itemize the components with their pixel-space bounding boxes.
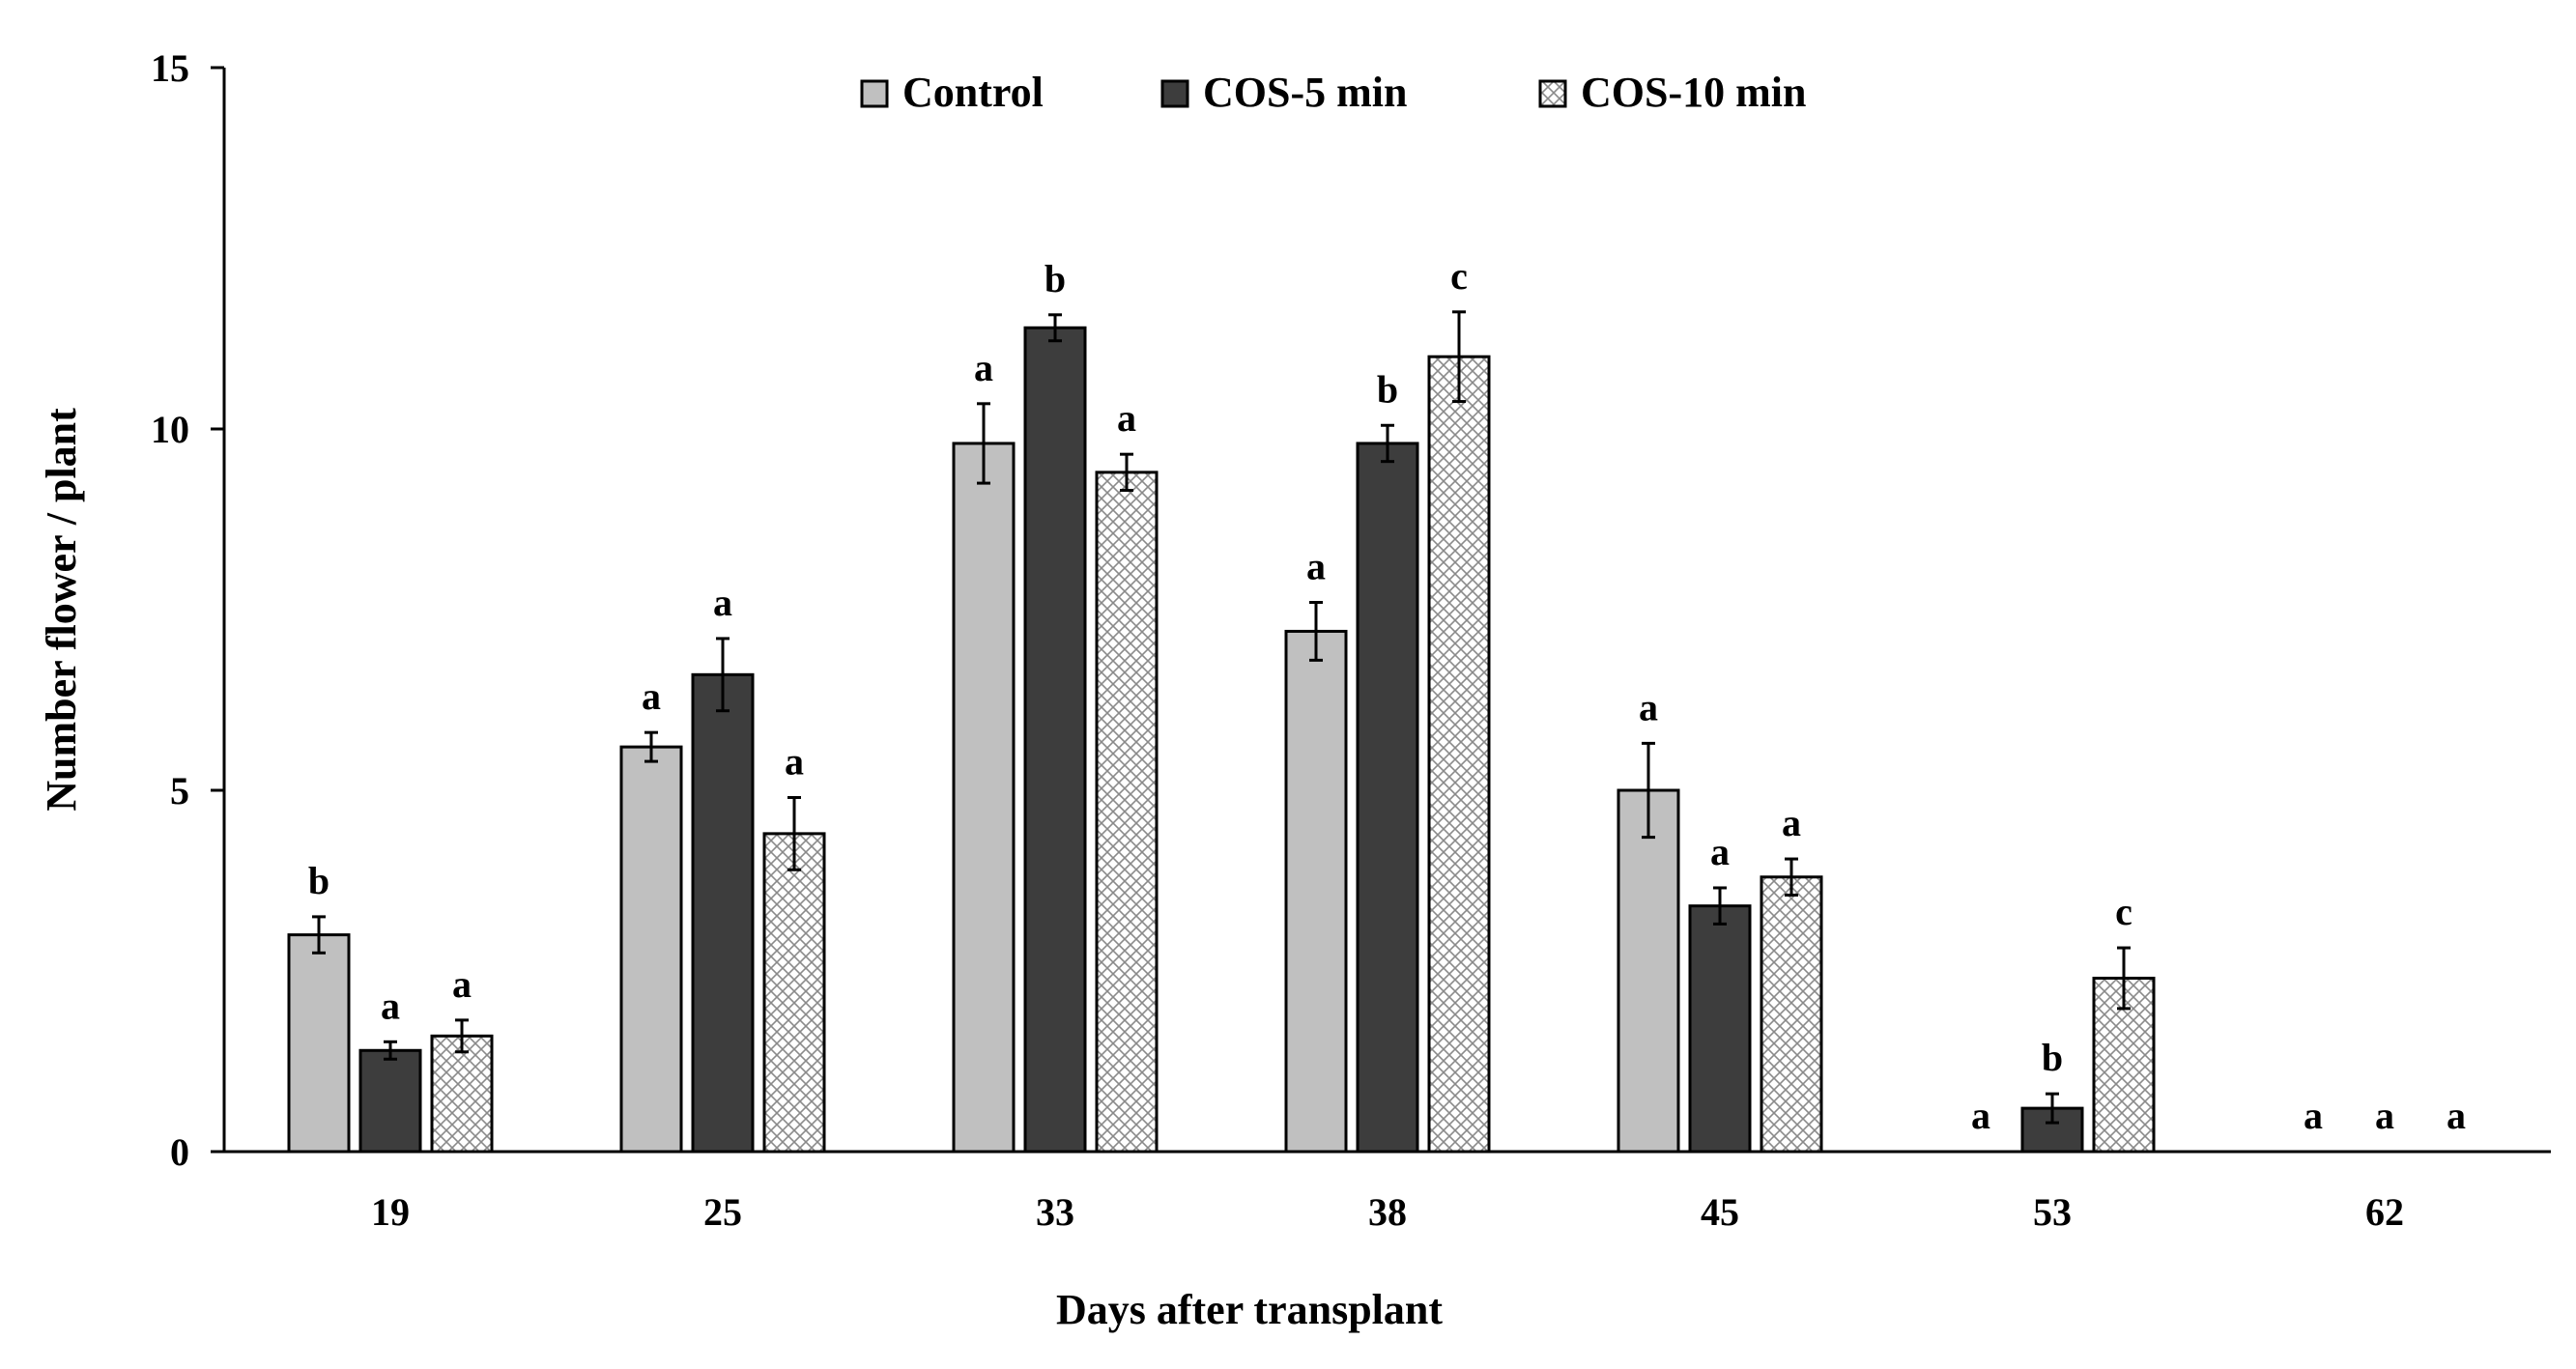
bar-control <box>1284 629 1348 1154</box>
y-tick-label: 5 <box>170 769 189 813</box>
significance-letter: a <box>452 962 472 1006</box>
bar-cos-5-min <box>1688 904 1752 1154</box>
x-tick-label: 45 <box>1701 1190 1739 1234</box>
bar-cos-10-min <box>762 832 826 1154</box>
y-tick-label: 10 <box>151 408 189 451</box>
x-tick-label: 38 <box>1368 1190 1407 1234</box>
bar-control <box>952 442 1016 1154</box>
significance-letter: b <box>308 859 329 902</box>
significance-letter: b <box>1045 257 1066 300</box>
legend-label: COS-5 min <box>1203 69 1407 116</box>
x-tick-label: 53 <box>2033 1190 2072 1234</box>
significance-letter: a <box>1710 830 1730 873</box>
legend-swatch <box>1538 79 1567 108</box>
significance-letter: a <box>381 984 400 1027</box>
bar-control <box>1617 788 1680 1154</box>
bar-cos-10-min <box>1760 875 1823 1154</box>
y-tick-label: 0 <box>170 1130 189 1174</box>
significance-letter: a <box>1782 801 1801 844</box>
y-axis-label: Number flower / plant <box>38 408 85 812</box>
bar-control <box>619 745 683 1154</box>
legend-swatch <box>860 79 889 108</box>
significance-letter: a <box>642 674 661 718</box>
bars: b a a a a a a b a a b c a a a a b c a a a <box>287 254 2466 1154</box>
significance-letter: c <box>1450 254 1468 298</box>
legend-label: Control <box>902 69 1044 116</box>
bar-cos-10-min <box>430 1034 494 1154</box>
significance-letter: a <box>1639 685 1658 728</box>
significance-letter: b <box>2042 1036 2063 1079</box>
legend: Control COS-5 min COS-10 min <box>860 69 1806 116</box>
significance-letter: a <box>785 739 804 783</box>
x-axis-label: Days after transplant <box>1056 1286 1443 1333</box>
significance-letter: a <box>1306 545 1326 588</box>
significance-letter: a <box>1971 1094 1990 1137</box>
bar-cos-10-min <box>1095 471 1159 1154</box>
significance-letter: a <box>2375 1094 2394 1137</box>
legend-swatch <box>1160 79 1189 108</box>
significance-letter: a <box>1117 396 1136 440</box>
x-tick-label: 25 <box>703 1190 742 1234</box>
bar-cos-5-min <box>1023 326 1087 1154</box>
significance-letter: a <box>2304 1094 2323 1137</box>
y-tick-label: 15 <box>151 46 189 90</box>
bar-control <box>287 933 351 1154</box>
significance-letter: b <box>1377 367 1398 411</box>
y-axis-ticks: 0 5 10 15 <box>151 46 224 1174</box>
significance-letter: a <box>974 346 993 389</box>
x-tick-label: 19 <box>371 1190 410 1234</box>
legend-label: COS-10 min <box>1581 69 1806 116</box>
significance-letter: a <box>713 581 732 624</box>
x-axis-ticks: 19 25 33 38 45 53 62 <box>371 1190 2404 1234</box>
x-tick-label: 62 <box>2365 1190 2404 1234</box>
significance-letter: c <box>2115 890 2132 933</box>
bar-cos-5-min <box>358 1048 422 1154</box>
bar-cos-5-min <box>1356 442 1419 1154</box>
bar-cos-5-min <box>691 672 755 1154</box>
significance-letter: a <box>2447 1094 2466 1137</box>
bar-cos-10-min <box>1427 355 1491 1154</box>
x-tick-label: 33 <box>1036 1190 1074 1234</box>
